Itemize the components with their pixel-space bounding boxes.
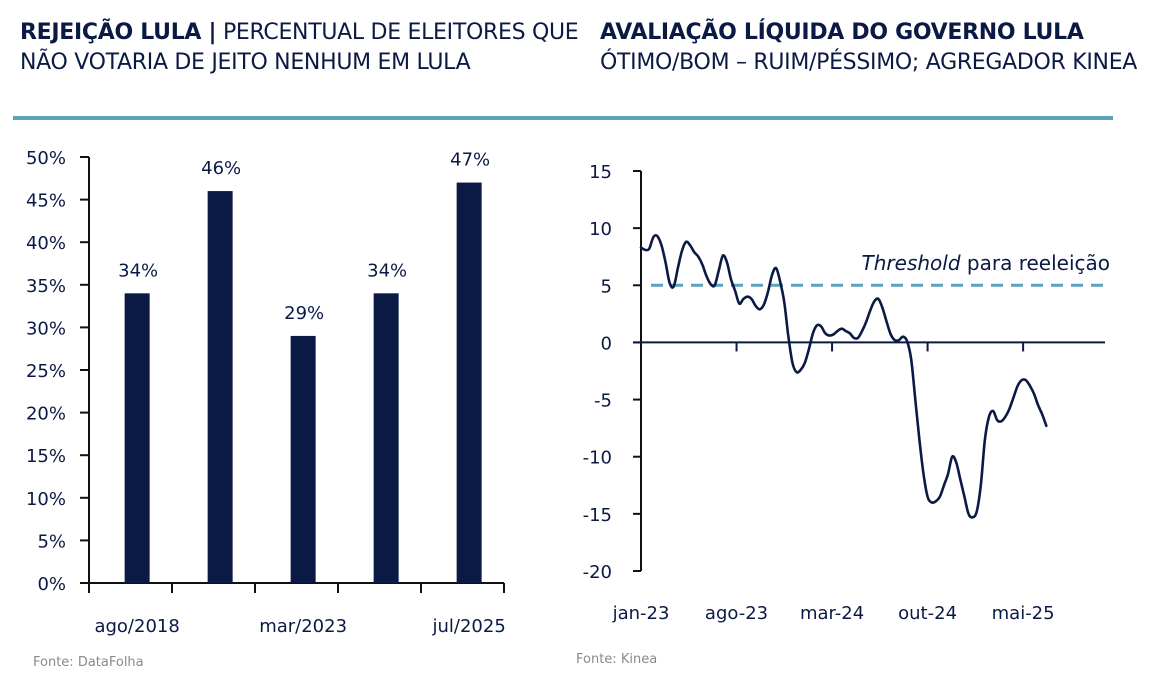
bar-y-tick-label: 20%: [26, 404, 66, 425]
right-chart-title: AVALIAÇÃO LÍQUIDA DO GOVERNO LULA ÓTIMO/…: [600, 18, 1140, 78]
bar-x-tick-label: ago/2018: [94, 616, 179, 637]
line-y-tick-label: 15: [589, 162, 612, 183]
bar: [207, 191, 233, 583]
threshold-label: Threshold para reeleição: [862, 251, 1110, 275]
series-line-avaliacao-liquida: [639, 234, 1048, 519]
line-y-tick-label: 0: [601, 333, 612, 354]
bar-chart: 0% 5% 10% 15% 20% 25% 30% 35% 40% 45% 50% 34% 46% 29%…: [26, 148, 506, 637]
right-title-subtitle: ÓTIMO/BOM – RUIM/PÉSSIMO; AGREGADOR KINE…: [600, 50, 1138, 75]
line-x-tick-label: mar-24: [800, 603, 864, 624]
bar: [290, 335, 316, 583]
bar-x-tick-label: jul/2025: [431, 616, 505, 637]
threshold-label-rest: para reeleição: [961, 251, 1110, 275]
bar-y-tick-label: 15%: [26, 446, 66, 467]
left-title-subtitle: PERCENTUAL DE ELEITORES QUE NÃO VOTARIA …: [20, 20, 579, 75]
bar-data-label: 34%: [367, 260, 407, 281]
left-title-bold: REJEIÇÃO LULA |: [20, 20, 217, 45]
line-x-tick-label: mai-25: [992, 603, 1055, 624]
line-x-tick-label: jan-23: [612, 603, 670, 624]
bar-y-tick-label: 50%: [26, 148, 66, 169]
bar-x-tick-label: mar/2023: [259, 616, 347, 637]
left-chart-source: Fonte: DataFolha: [33, 655, 144, 670]
bar-y-tick-label: 45%: [26, 191, 66, 212]
bar-y-tick-label: 10%: [26, 489, 66, 510]
line-y-tick-label: -5: [594, 391, 612, 412]
bar-y-tick-label: 25%: [26, 361, 66, 382]
line-x-tick-label: ago-23: [705, 603, 768, 624]
bar-y-tick-label: 35%: [26, 276, 66, 297]
line-y-tick-label: 5: [601, 276, 612, 297]
right-title-bold: AVALIAÇÃO LÍQUIDA DO GOVERNO LULA: [600, 20, 1084, 45]
bar-data-label: 34%: [118, 260, 158, 281]
bar-y-tick-label: 5%: [37, 531, 66, 552]
header-divider: [13, 116, 1113, 120]
bar-y-tick-label: 0%: [37, 574, 66, 595]
bar-data-label: 29%: [284, 303, 324, 324]
bar: [456, 182, 482, 583]
threshold-label-italic: Threshold: [862, 251, 961, 275]
line-y-tick-label: -10: [583, 448, 612, 469]
line-x-tick-label: out-24: [898, 603, 957, 624]
line-y-tick-label: 10: [589, 219, 612, 240]
right-chart-source: Fonte: Kinea: [576, 652, 658, 667]
bar: [373, 293, 399, 583]
bar-y-tick-label: 30%: [26, 318, 66, 339]
bar: [124, 293, 150, 583]
bar-data-label: 46%: [201, 158, 241, 179]
line-y-tick-label: -15: [583, 505, 612, 526]
left-chart-title: REJEIÇÃO LULA | PERCENTUAL DE ELEITORES …: [20, 18, 580, 78]
line-y-tick-label: -20: [583, 562, 612, 583]
bar-data-label: 47%: [450, 150, 490, 171]
bar-y-tick-label: 40%: [26, 233, 66, 254]
